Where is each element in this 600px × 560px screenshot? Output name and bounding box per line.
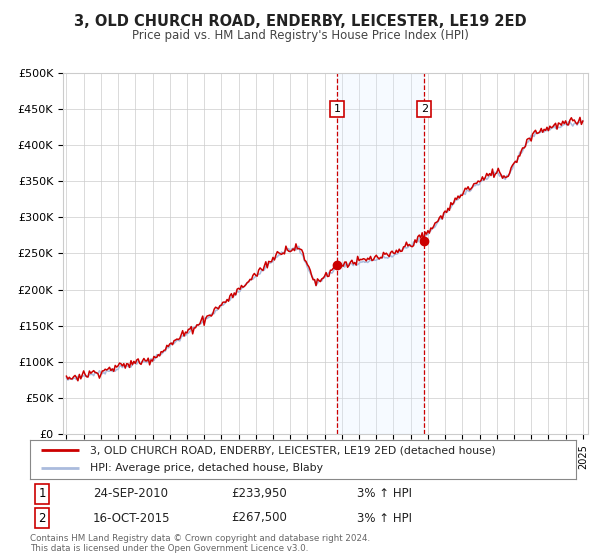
Text: 3, OLD CHURCH ROAD, ENDERBY, LEICESTER, LE19 2ED: 3, OLD CHURCH ROAD, ENDERBY, LEICESTER, … [74,14,526,29]
Text: 2: 2 [38,511,46,525]
Text: Price paid vs. HM Land Registry's House Price Index (HPI): Price paid vs. HM Land Registry's House … [131,29,469,42]
Text: 2: 2 [421,104,428,114]
Text: 3% ↑ HPI: 3% ↑ HPI [357,511,412,525]
Text: 16-OCT-2015: 16-OCT-2015 [93,511,170,525]
Text: £233,950: £233,950 [231,487,287,501]
Text: £267,500: £267,500 [231,511,287,525]
Text: Contains HM Land Registry data © Crown copyright and database right 2024.
This d: Contains HM Land Registry data © Crown c… [30,534,370,553]
Text: 1: 1 [334,104,341,114]
Text: HPI: Average price, detached house, Blaby: HPI: Average price, detached house, Blab… [90,463,323,473]
Text: 24-SEP-2010: 24-SEP-2010 [93,487,168,501]
Text: 3, OLD CHURCH ROAD, ENDERBY, LEICESTER, LE19 2ED (detached house): 3, OLD CHURCH ROAD, ENDERBY, LEICESTER, … [90,445,496,455]
Text: 1: 1 [38,487,46,501]
Bar [337,73,424,434]
Text: 3% ↑ HPI: 3% ↑ HPI [357,487,412,501]
